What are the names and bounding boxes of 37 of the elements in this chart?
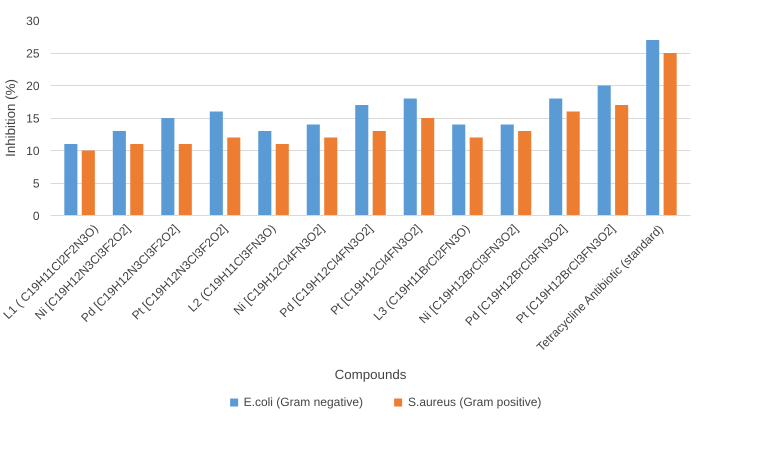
y-tick-label: 15	[26, 112, 40, 126]
bar	[112, 131, 126, 216]
bar	[210, 112, 223, 216]
bar	[549, 98, 562, 216]
x-axis-title: Compounds	[334, 367, 407, 382]
bar	[178, 144, 192, 216]
y-tick-label: 0	[32, 209, 40, 223]
bar	[500, 124, 514, 216]
bar	[598, 86, 611, 216]
bar	[372, 131, 386, 216]
bar	[421, 118, 434, 216]
bar	[615, 105, 628, 216]
bar	[276, 144, 289, 216]
bar	[518, 131, 532, 216]
y-tick-label: 25	[26, 46, 40, 60]
bar	[64, 144, 78, 216]
legend-label: S.aureus (Gram positive)	[408, 395, 542, 409]
bar	[258, 131, 272, 216]
bar	[324, 138, 338, 216]
bar	[470, 138, 483, 216]
y-axis-title: Inhibition (%)	[3, 79, 18, 157]
bar	[452, 124, 466, 216]
legend-label: E.coli (Gram negative)	[244, 395, 363, 409]
bar	[664, 53, 677, 216]
bar	[227, 138, 240, 216]
bar	[355, 105, 368, 216]
bar	[82, 150, 95, 216]
y-tick-label: 20	[26, 79, 40, 93]
y-tick-label: 5	[32, 176, 40, 190]
bar	[566, 112, 580, 216]
bar	[646, 40, 660, 216]
bar	[404, 98, 417, 216]
bar	[130, 144, 144, 216]
bar	[306, 124, 320, 216]
y-tick-label: 30	[26, 14, 40, 28]
y-tick-label: 10	[26, 144, 40, 158]
bar	[161, 118, 174, 216]
